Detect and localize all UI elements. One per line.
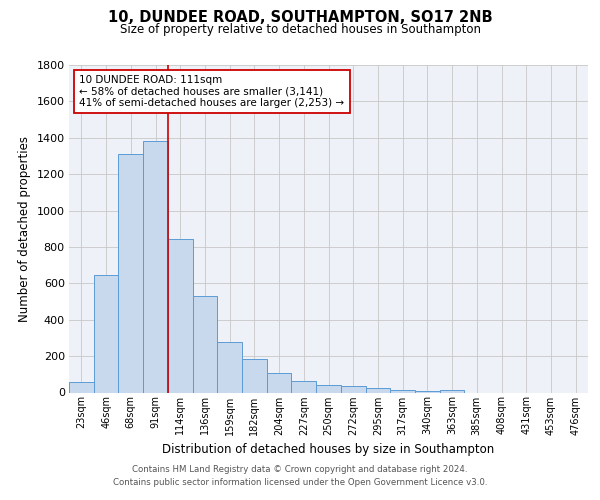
Bar bbox=[390, 390, 415, 392]
Bar bbox=[440, 390, 464, 392]
Bar bbox=[267, 374, 292, 392]
X-axis label: Distribution of detached houses by size in Southampton: Distribution of detached houses by size … bbox=[163, 443, 494, 456]
Bar bbox=[365, 388, 390, 392]
Y-axis label: Number of detached properties: Number of detached properties bbox=[18, 136, 31, 322]
Text: Contains HM Land Registry data © Crown copyright and database right 2024.: Contains HM Land Registry data © Crown c… bbox=[132, 466, 468, 474]
Text: 10, DUNDEE ROAD, SOUTHAMPTON, SO17 2NB: 10, DUNDEE ROAD, SOUTHAMPTON, SO17 2NB bbox=[107, 10, 493, 25]
Bar bbox=[69, 382, 94, 392]
Bar bbox=[94, 275, 118, 392]
Bar bbox=[415, 391, 440, 392]
Text: Contains public sector information licensed under the Open Government Licence v3: Contains public sector information licen… bbox=[113, 478, 487, 487]
Bar bbox=[118, 154, 143, 392]
Bar bbox=[217, 342, 242, 392]
Bar bbox=[242, 359, 267, 392]
Bar bbox=[292, 380, 316, 392]
Bar bbox=[341, 386, 365, 392]
Bar bbox=[143, 142, 168, 392]
Text: 10 DUNDEE ROAD: 111sqm
← 58% of detached houses are smaller (3,141)
41% of semi-: 10 DUNDEE ROAD: 111sqm ← 58% of detached… bbox=[79, 75, 344, 108]
Text: Size of property relative to detached houses in Southampton: Size of property relative to detached ho… bbox=[119, 24, 481, 36]
Bar bbox=[316, 385, 341, 392]
Bar bbox=[168, 239, 193, 392]
Bar bbox=[193, 296, 217, 392]
